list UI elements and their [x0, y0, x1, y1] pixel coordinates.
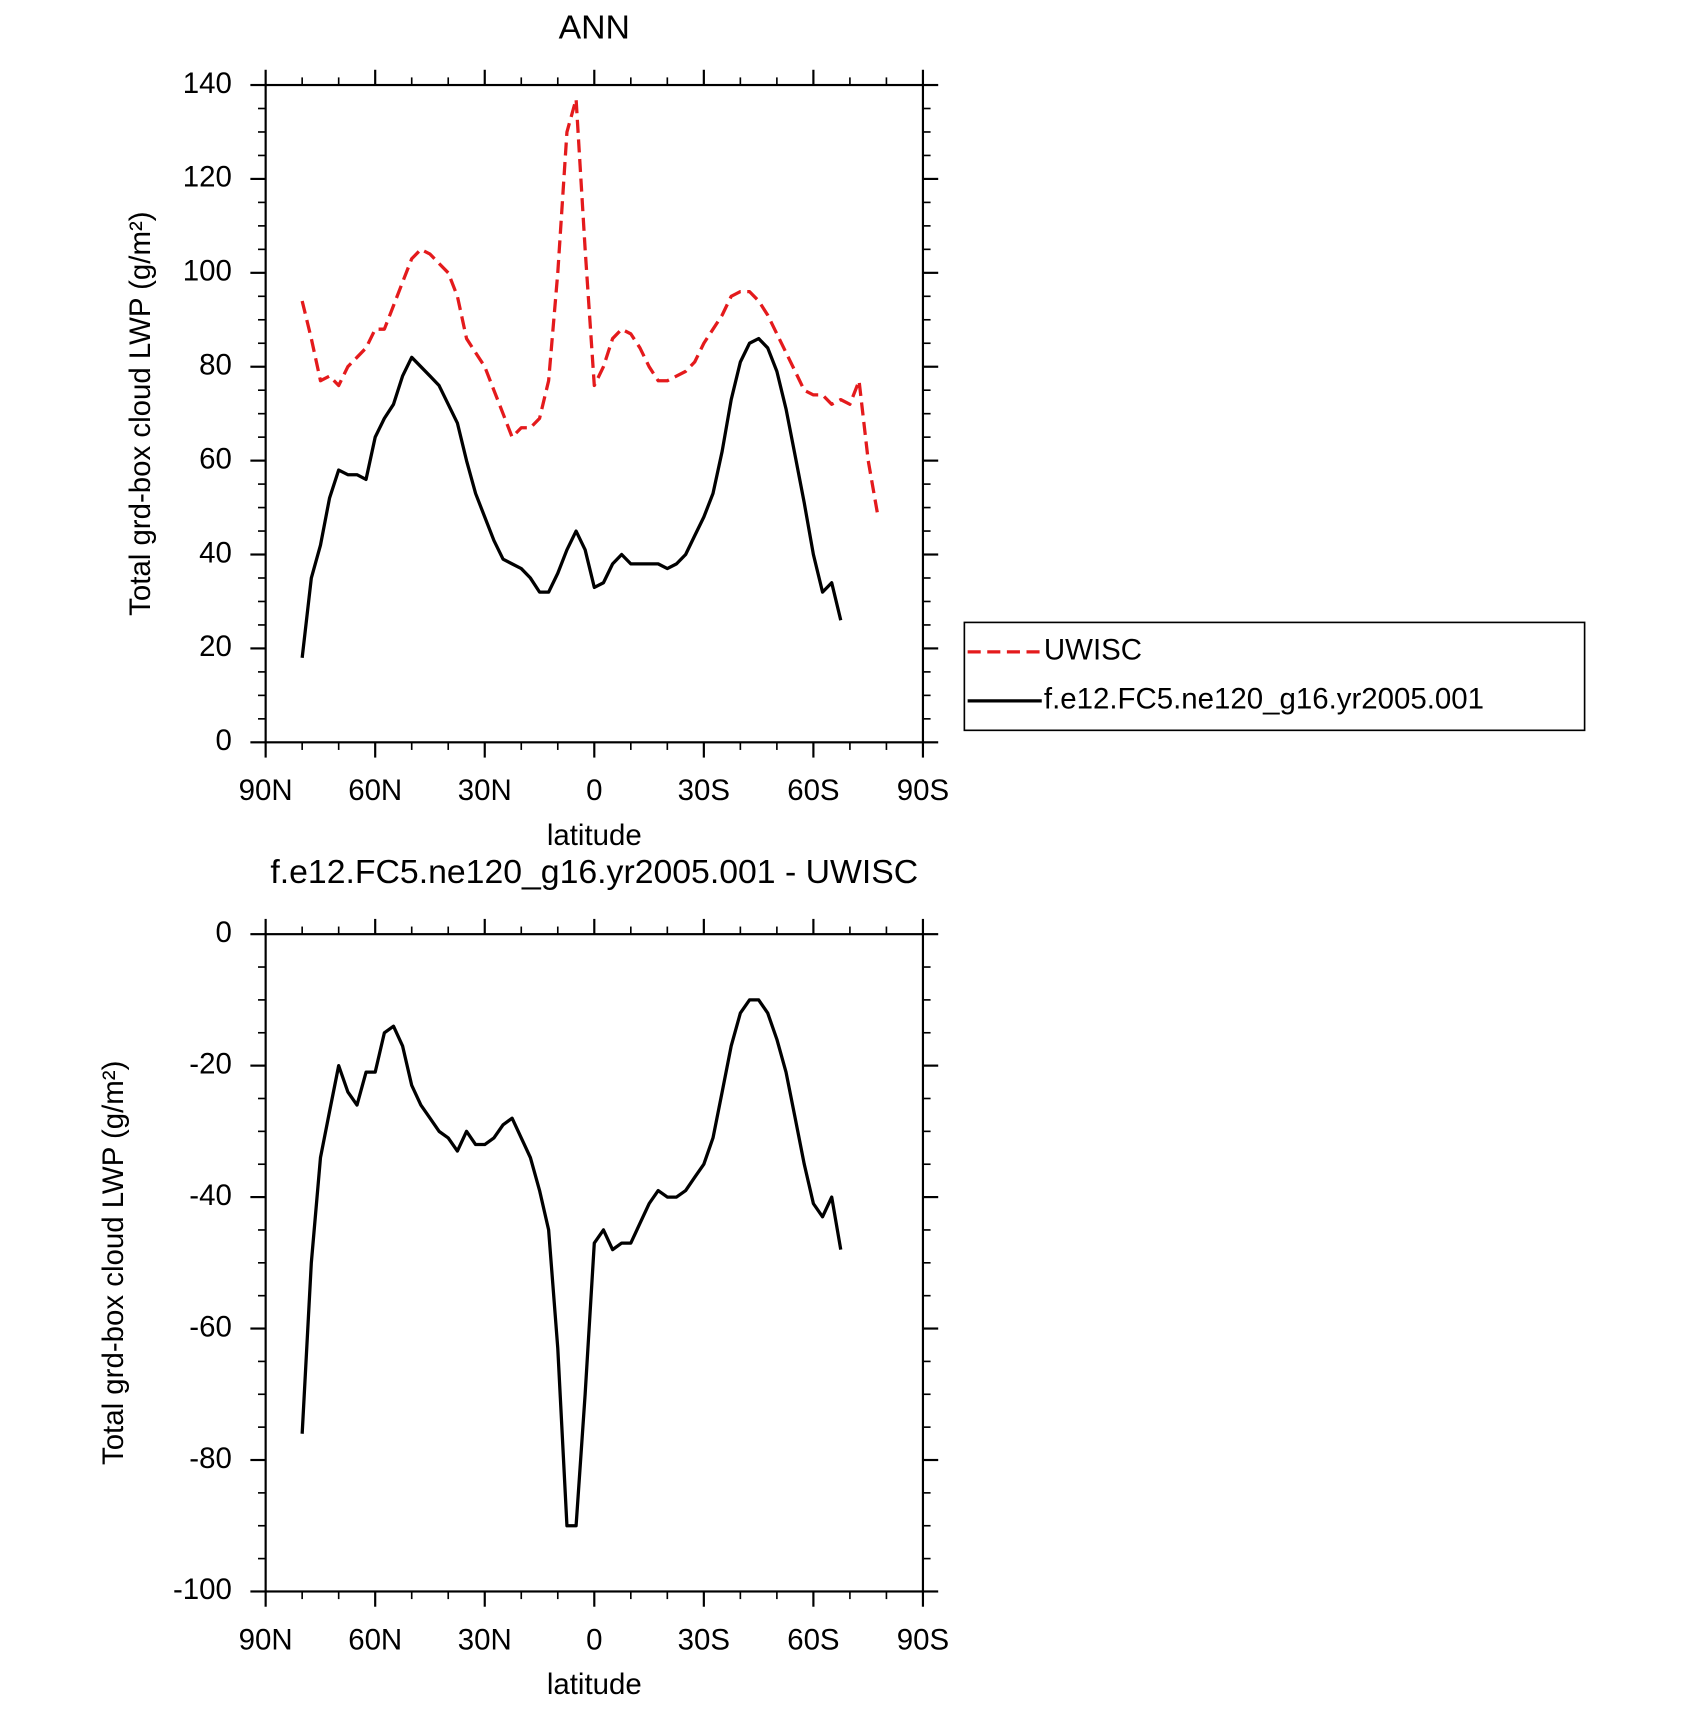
- chart-title: f.e12.FC5.ne120_g16.yr2005.001 - UWISC: [270, 853, 918, 891]
- y-tick-label: 60: [199, 442, 232, 475]
- y-tick-label: 140: [183, 67, 232, 100]
- x-tick-label: 90N: [239, 774, 293, 807]
- y-tick-label: -40: [189, 1179, 232, 1212]
- y-tick-label: 120: [183, 161, 232, 194]
- data-line: [300, 97, 879, 513]
- x-tick-label: 90N: [239, 1623, 293, 1656]
- x-tick-label: 90S: [897, 1623, 949, 1656]
- y-tick-label: 40: [199, 536, 232, 569]
- y-tick-label: -20: [189, 1047, 232, 1080]
- x-tick-label: 90S: [897, 774, 949, 807]
- x-tick-label: 60N: [348, 1623, 402, 1656]
- plot-frame: [264, 83, 925, 744]
- x-tick-label: 30N: [458, 1623, 512, 1656]
- chart-title: ANN: [559, 8, 630, 46]
- x-tick-label: 0: [586, 774, 602, 807]
- y-tick-label: 100: [183, 255, 232, 288]
- y-axis-label: Total grd-box cloud LWP (g/m²): [124, 211, 157, 615]
- y-tick-label: -80: [189, 1442, 232, 1475]
- y-tick-label: 0: [215, 916, 231, 949]
- x-tick-label: 30S: [678, 1623, 730, 1656]
- legend-label: UWISC: [1044, 634, 1142, 667]
- x-tick-label: 60S: [787, 1623, 839, 1656]
- data-line: [300, 998, 843, 1528]
- y-tick-label: 80: [199, 349, 232, 382]
- y-axis-label: Total grd-box cloud LWP (g/m²): [97, 1061, 130, 1465]
- x-axis-label: latitude: [547, 819, 642, 852]
- legend-label: f.e12.FC5.ne120_g16.yr2005.001: [1044, 683, 1484, 716]
- y-tick-label: -60: [189, 1310, 232, 1343]
- y-tick-label: 0: [215, 724, 231, 757]
- y-tick-label: 20: [199, 630, 232, 663]
- x-tick-label: 30N: [458, 774, 512, 807]
- x-tick-label: 0: [586, 1623, 602, 1656]
- y-tick-label: -100: [173, 1573, 232, 1606]
- x-tick-label: 60N: [348, 774, 402, 807]
- x-tick-label: 60S: [787, 774, 839, 807]
- data-line: [300, 336, 843, 659]
- x-tick-label: 30S: [678, 774, 730, 807]
- legend: UWISC f.e12.FC5.ne120_g16.yr2005.001: [963, 621, 1586, 732]
- legend-box: [963, 621, 1586, 732]
- x-axis-label: latitude: [547, 1668, 642, 1701]
